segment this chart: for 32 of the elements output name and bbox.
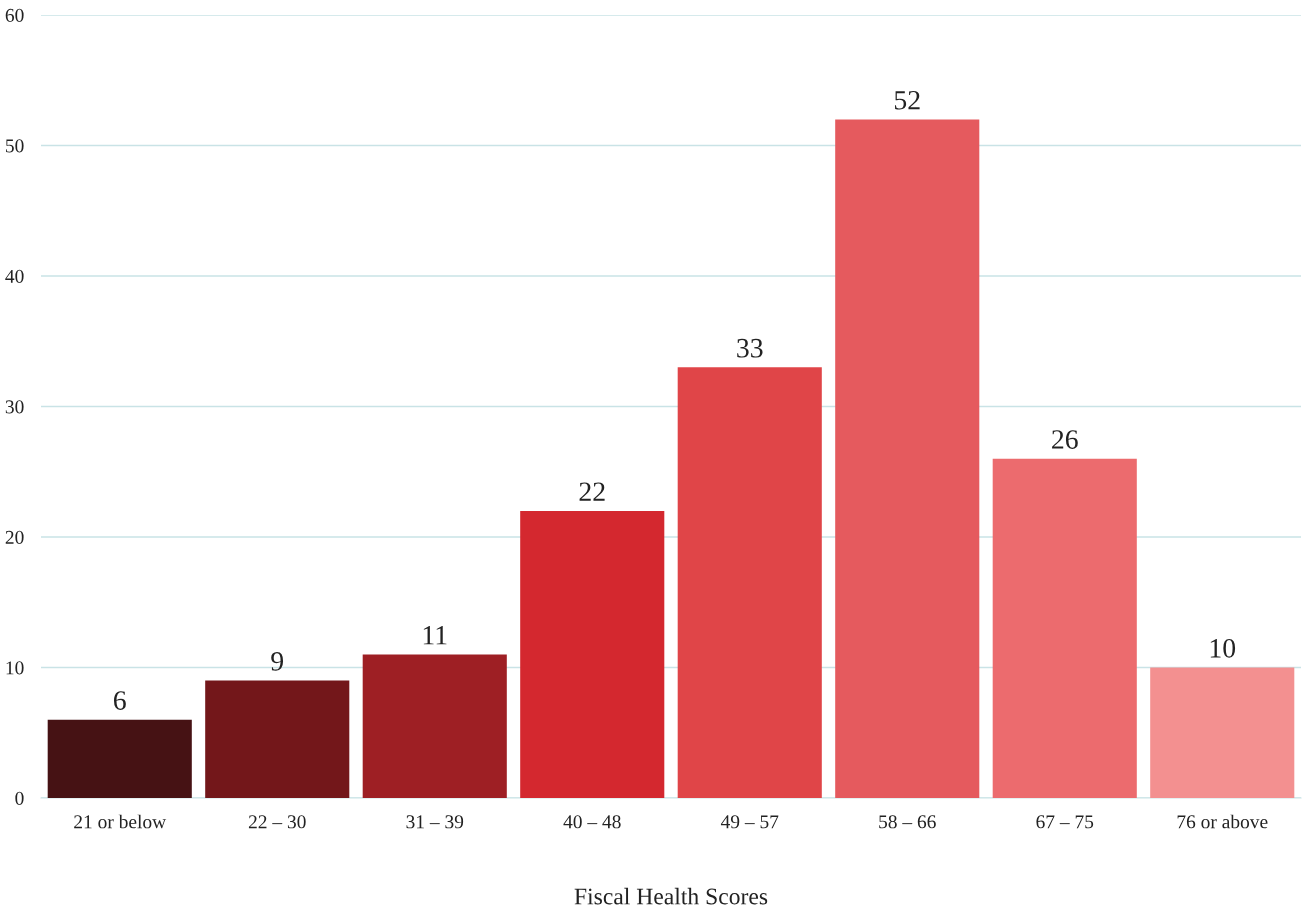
- bar: [362, 654, 507, 798]
- bar: [1150, 667, 1295, 798]
- y-tick-label: 10: [6, 661, 24, 675]
- y-tick-label: 40: [5, 269, 24, 283]
- data-label: 10: [1210, 638, 1236, 658]
- y-tick-label: 20: [5, 530, 24, 544]
- y-tick-label: 60: [5, 8, 24, 22]
- bar: [835, 119, 980, 798]
- x-tick-label: 40 – 48: [563, 815, 621, 829]
- bar: [992, 458, 1137, 798]
- data-label: 22: [579, 482, 605, 501]
- x-axis-title: Fiscal Health Scores: [574, 887, 768, 905]
- data-label: 6: [114, 691, 126, 710]
- x-tick-label: 21 or below: [74, 814, 167, 829]
- x-tick-label: 31 – 39: [406, 815, 464, 829]
- data-label: 26: [1052, 430, 1078, 449]
- x-tick-label: 76 or above: [1177, 814, 1268, 829]
- x-tick-label: 58 – 66: [879, 815, 936, 829]
- bar: [677, 367, 822, 798]
- x-tick-label: 22 – 30: [248, 815, 306, 829]
- bar: [520, 510, 665, 798]
- data-label: 52: [894, 90, 920, 110]
- x-tick-label: 67 – 75: [1036, 815, 1094, 829]
- bar: [205, 680, 350, 798]
- y-tick-label: 30: [5, 400, 24, 414]
- x-tick-label: 49 – 57: [720, 815, 779, 829]
- data-label: 33: [737, 338, 763, 358]
- y-tick-label: 0: [15, 791, 24, 805]
- data-label: 11: [423, 626, 447, 645]
- y-tick-label: 50: [6, 139, 24, 153]
- bar: [47, 719, 192, 798]
- data-label: 9: [271, 652, 284, 671]
